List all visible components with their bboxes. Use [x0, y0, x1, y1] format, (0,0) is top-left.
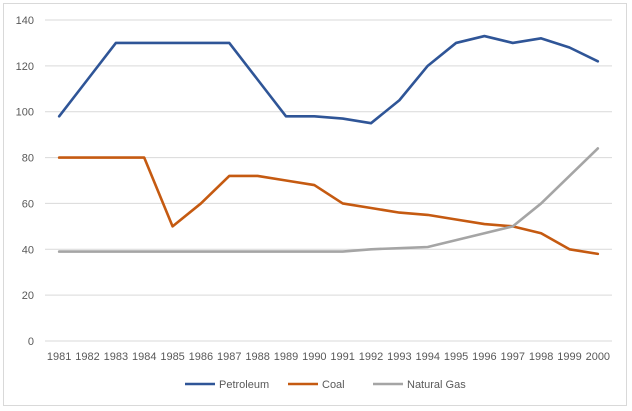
legend: Petroleum Coal Natural Gas — [185, 379, 466, 391]
x-tick-label: 1996 — [472, 351, 496, 363]
series-lines — [57, 34, 600, 256]
x-tick-label: 1984 — [132, 351, 156, 363]
x-tick-label: 1991 — [330, 351, 354, 363]
x-tick-label: 1994 — [415, 351, 439, 363]
x-tick-label: 1982 — [75, 351, 99, 363]
x-tick-label: 1986 — [189, 351, 213, 363]
x-tick-label: 1981 — [47, 351, 71, 363]
series-line-natural-gas — [57, 147, 600, 253]
legend-label: Natural Gas — [407, 379, 466, 391]
legend-label: Coal — [322, 379, 345, 391]
x-tick-label: 1988 — [245, 351, 269, 363]
x-axis-ticks: 1981 1982 1983 1984 1985 1986 1987 1988 1989 1990… — [47, 351, 610, 363]
series-line-petroleum — [57, 34, 600, 125]
x-tick-label: 1985 — [160, 351, 184, 363]
chart-frame — [3, 3, 627, 406]
y-tick-label: 80 — [22, 153, 34, 165]
x-tick-label: 1990 — [302, 351, 326, 363]
x-tick-label: 1997 — [501, 351, 525, 363]
y-tick-label: 140 — [16, 15, 34, 27]
y-tick-label: 120 — [16, 61, 34, 73]
legend-label: Petroleum — [219, 379, 269, 391]
y-tick-label: 0 — [28, 336, 34, 348]
series-line-coal — [57, 156, 600, 256]
x-tick-label: 1998 — [529, 351, 553, 363]
y-axis-ticks: 0 20 40 60 80 100 120 140 — [16, 15, 34, 348]
x-tick-label: 1999 — [557, 351, 581, 363]
gridlines — [45, 19, 612, 342]
x-tick-label: 1995 — [444, 351, 468, 363]
x-tick-label: 1987 — [217, 351, 241, 363]
x-tick-label: 1983 — [104, 351, 128, 363]
y-tick-label: 40 — [22, 244, 34, 256]
x-tick-label: 1993 — [387, 351, 411, 363]
y-tick-label: 100 — [16, 107, 34, 119]
x-tick-label: 2000 — [586, 351, 610, 363]
y-tick-label: 60 — [22, 198, 34, 210]
x-tick-label: 1989 — [274, 351, 298, 363]
x-tick-label: 1992 — [359, 351, 383, 363]
y-tick-label: 20 — [22, 290, 34, 302]
